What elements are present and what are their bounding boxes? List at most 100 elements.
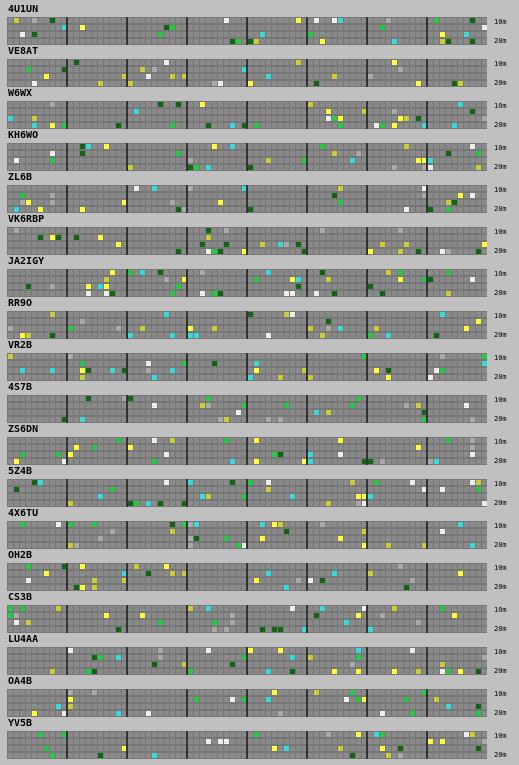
activity-cell	[302, 459, 307, 464]
activity-cell	[422, 60, 427, 65]
activity-cell	[272, 578, 277, 583]
activity-cell	[284, 39, 289, 44]
activity-cell	[32, 396, 37, 401]
activity-cell	[242, 235, 247, 240]
activity-cell	[110, 627, 115, 632]
activity-cell	[212, 613, 217, 618]
activity-cell	[14, 627, 19, 632]
activity-cell	[272, 81, 277, 86]
activity-cell	[476, 249, 481, 254]
activity-cell	[416, 312, 421, 317]
activity-cell	[68, 67, 73, 72]
activity-cell	[392, 228, 397, 233]
activity-cell	[320, 613, 325, 618]
activity-cell	[464, 207, 469, 212]
activity-cell	[302, 522, 307, 527]
activity-cell	[26, 186, 31, 191]
activity-cell	[380, 123, 385, 128]
activity-cell	[332, 417, 337, 422]
activity-cell	[422, 613, 427, 618]
activity-cell	[134, 627, 139, 632]
activity-cell	[374, 116, 379, 121]
activity-cell	[464, 200, 469, 205]
activity-cell	[470, 606, 475, 611]
activity-cell	[260, 109, 265, 114]
activity-cell	[50, 207, 55, 212]
activity-cell	[290, 200, 295, 205]
activity-cell	[140, 333, 145, 338]
activity-cell	[410, 151, 415, 156]
activity-cell	[20, 620, 25, 625]
activity-cell	[482, 333, 487, 338]
activity-cell	[92, 319, 97, 324]
activity-cell	[146, 487, 151, 492]
activity-cell	[152, 627, 157, 632]
activity-cell	[236, 144, 241, 149]
activity-cell	[158, 396, 163, 401]
activity-cell	[386, 417, 391, 422]
activity-cell	[350, 536, 355, 541]
activity-cell	[302, 361, 307, 366]
activity-cell	[248, 361, 253, 366]
activity-cell	[128, 158, 133, 163]
activity-cell	[122, 333, 127, 338]
activity-cell	[440, 543, 445, 548]
activity-cell	[188, 74, 193, 79]
activity-cell	[452, 480, 457, 485]
activity-cell	[410, 627, 415, 632]
activity-cell	[338, 613, 343, 618]
activity-cell	[296, 585, 301, 590]
band-label-20m: 20m	[494, 37, 507, 45]
activity-cell	[476, 480, 481, 485]
activity-cell	[218, 200, 223, 205]
time-block-separator	[246, 227, 248, 255]
activity-cell	[14, 480, 19, 485]
activity-cell	[104, 186, 109, 191]
activity-cell	[476, 396, 481, 401]
activity-cell	[254, 228, 259, 233]
activity-cell	[308, 319, 313, 324]
activity-cell	[302, 193, 307, 198]
activity-cell	[404, 228, 409, 233]
activity-cell	[404, 60, 409, 65]
activity-cell	[410, 67, 415, 72]
activity-cell	[242, 277, 247, 282]
activity-cell	[428, 165, 433, 170]
activity-cell	[422, 144, 427, 149]
activity-cell	[416, 284, 421, 289]
activity-cell	[110, 200, 115, 205]
activity-cell	[50, 151, 55, 156]
activity-cell	[254, 207, 259, 212]
activity-cell	[302, 144, 307, 149]
activity-cell	[278, 18, 283, 23]
activity-cell	[308, 627, 313, 632]
activity-cell	[434, 249, 439, 254]
activity-cell	[278, 291, 283, 296]
activity-cell	[152, 368, 157, 373]
activity-cell	[314, 102, 319, 107]
activity-cell	[116, 452, 121, 457]
activity-cell	[212, 578, 217, 583]
activity-cell	[86, 151, 91, 156]
activity-cell	[62, 74, 67, 79]
activity-cell	[422, 452, 427, 457]
activity-cell	[380, 81, 385, 86]
activity-cell	[134, 249, 139, 254]
activity-cell	[182, 494, 187, 499]
band-label-20m: 20m	[494, 121, 507, 129]
activity-cell	[392, 235, 397, 240]
time-block-separator	[246, 269, 248, 297]
activity-cell	[344, 207, 349, 212]
activity-cell	[242, 529, 247, 534]
activity-cell	[272, 158, 277, 163]
activity-cell	[14, 116, 19, 121]
activity-cell	[242, 354, 247, 359]
activity-cell	[458, 200, 463, 205]
activity-cell	[86, 228, 91, 233]
activity-cell	[260, 74, 265, 79]
activity-cell	[80, 585, 85, 590]
activity-cell	[422, 200, 427, 205]
activity-cell	[98, 277, 103, 282]
time-block-separator	[66, 563, 68, 591]
activity-cell	[374, 270, 379, 275]
